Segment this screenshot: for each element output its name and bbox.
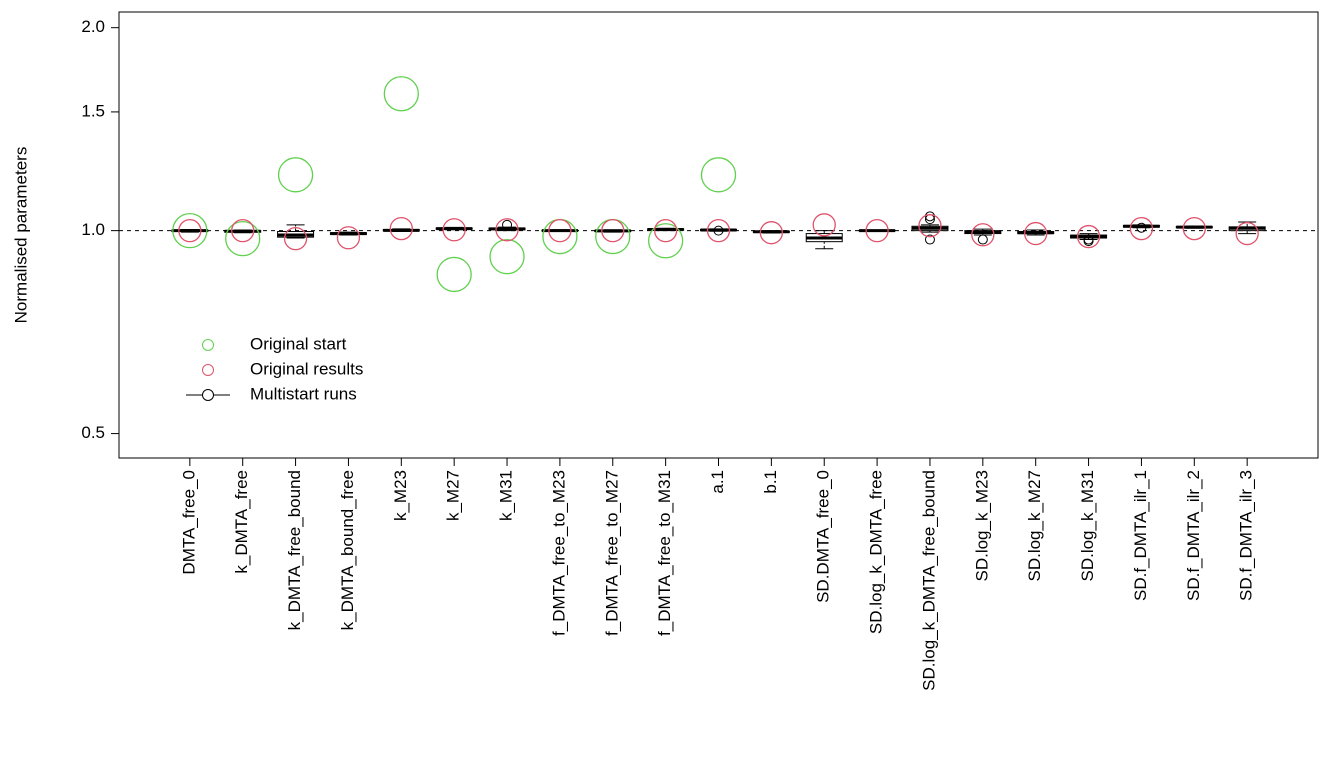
legend-marker xyxy=(202,339,214,351)
x-tick-label: SD.f_DMTA_ilr_1 xyxy=(1131,470,1150,601)
point xyxy=(1235,221,1259,246)
point xyxy=(548,218,572,243)
point xyxy=(336,226,361,250)
point xyxy=(1182,216,1206,241)
point xyxy=(489,238,525,275)
x-tick-label: k_M23 xyxy=(391,470,410,521)
point xyxy=(1129,216,1154,241)
point xyxy=(442,218,466,242)
outlier xyxy=(502,219,513,230)
legend-marker xyxy=(202,389,214,401)
x-tick-label: a.1 xyxy=(708,470,727,494)
x-tick-label: SD.log_k_M23 xyxy=(972,470,991,582)
point xyxy=(495,218,519,242)
point xyxy=(383,76,419,112)
y-tick-label: 0.5 xyxy=(81,423,105,442)
point xyxy=(706,218,731,243)
x-tick-label: SD.f_DMTA_ilr_3 xyxy=(1237,470,1256,601)
point xyxy=(918,214,942,238)
x-tick-label: SD.log_k_DMTA_free_bound xyxy=(919,470,938,691)
point xyxy=(178,218,202,243)
point xyxy=(595,218,631,255)
point xyxy=(971,223,995,247)
point xyxy=(812,213,836,237)
x-tick-label: f_DMTA_free_to_M31 xyxy=(655,470,674,636)
x-tick-label: SD.log_k_M27 xyxy=(1025,470,1044,582)
point xyxy=(231,218,255,243)
point xyxy=(1024,221,1048,246)
point xyxy=(601,218,625,243)
point xyxy=(283,226,308,251)
x-tick-label: SD.DMTA_free_0 xyxy=(814,470,833,603)
x-tick-label: f_DMTA_free_to_M27 xyxy=(602,470,621,636)
x-tick-label: SD.log_k_M31 xyxy=(1078,470,1097,582)
outlier xyxy=(924,234,935,245)
x-tick-label: k_M31 xyxy=(497,470,516,521)
outlier xyxy=(713,225,724,236)
x-tick-label: k_DMTA_bound_free xyxy=(338,470,357,630)
y-tick-label: 1.5 xyxy=(81,101,105,120)
point xyxy=(1076,224,1101,249)
y-tick-label: 1.0 xyxy=(81,220,105,239)
y-axis-label: Normalised parameters xyxy=(11,147,30,324)
point xyxy=(759,221,784,245)
point xyxy=(436,256,472,293)
point xyxy=(653,218,678,243)
legend-label: Multistart runs xyxy=(250,384,357,403)
point xyxy=(542,218,578,255)
x-tick-label: k_DMTA_free_bound xyxy=(285,470,304,630)
point xyxy=(647,223,684,259)
point xyxy=(700,157,737,193)
legend-marker xyxy=(202,364,214,376)
point xyxy=(172,212,208,249)
x-tick-label: SD.log_k_DMTA_free xyxy=(867,470,886,634)
legend-label: Original results xyxy=(250,359,363,378)
outlier xyxy=(1136,222,1147,233)
outlier xyxy=(977,234,988,245)
x-tick-label: DMTA_free_0 xyxy=(179,470,198,575)
point xyxy=(277,157,314,193)
outlier xyxy=(1083,234,1094,245)
x-tick-label: k_M27 xyxy=(444,470,463,521)
point xyxy=(865,218,889,243)
x-tick-label: b.1 xyxy=(761,470,780,494)
y-tick-label: 2.0 xyxy=(81,17,105,36)
point xyxy=(389,216,413,241)
x-tick-label: k_DMTA_free xyxy=(232,470,251,574)
point xyxy=(225,220,261,257)
legend-label: Original start xyxy=(250,334,347,353)
x-tick-label: f_DMTA_free_to_M23 xyxy=(549,470,568,636)
x-tick-label: SD.f_DMTA_ilr_2 xyxy=(1184,470,1203,601)
outlier xyxy=(924,211,935,222)
